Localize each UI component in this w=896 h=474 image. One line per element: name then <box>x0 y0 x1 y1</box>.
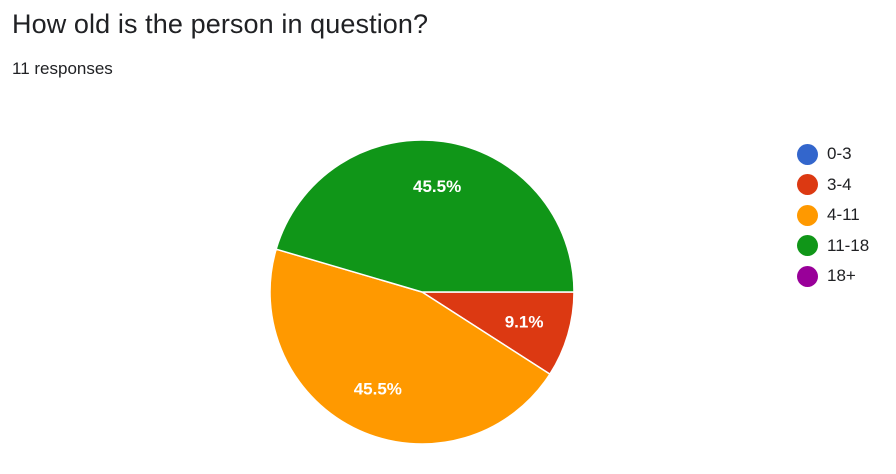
legend-swatch-3-4 <box>797 174 818 196</box>
legend-item-0-3[interactable]: 0-3 <box>797 139 869 170</box>
legend-item-4-11[interactable]: 4-11 <box>797 200 869 231</box>
pie-label-3-4: 9.1% <box>505 313 544 332</box>
legend-item-18[interactable]: 18+ <box>797 261 869 292</box>
pie-slices <box>269 139 575 445</box>
pie-label-11-18: 45.5% <box>413 177 461 196</box>
question-title: How old is the person in question? <box>12 9 429 39</box>
pie-slice-4-11 <box>269 248 551 445</box>
legend-item-3-4[interactable]: 3-4 <box>797 170 869 201</box>
legend-label-18: 18+ <box>827 266 856 286</box>
response-count: 11 responses <box>12 59 113 78</box>
chart-legend: 0-3 3-4 4-11 11-18 18+ <box>797 139 869 292</box>
legend-swatch-18 <box>797 265 818 287</box>
pie-slice-11-18 <box>275 139 575 293</box>
legend-label-4-11: 4-11 <box>827 205 860 225</box>
legend-swatch-0-3 <box>797 143 818 165</box>
legend-label-11-18: 11-18 <box>827 235 870 255</box>
pie-slice-3-4 <box>421 291 575 375</box>
legend-label-3-4: 3-4 <box>827 174 852 194</box>
legend-swatch-11-18 <box>797 235 818 257</box>
legend-swatch-4-11 <box>797 204 818 226</box>
legend-label-0-3: 0-3 <box>827 144 852 164</box>
legend-item-11-18[interactable]: 11-18 <box>797 231 869 262</box>
pie-data-labels: 9.1% 45.5% 45.5% <box>354 177 544 398</box>
pie-label-4-11: 45.5% <box>354 379 402 398</box>
